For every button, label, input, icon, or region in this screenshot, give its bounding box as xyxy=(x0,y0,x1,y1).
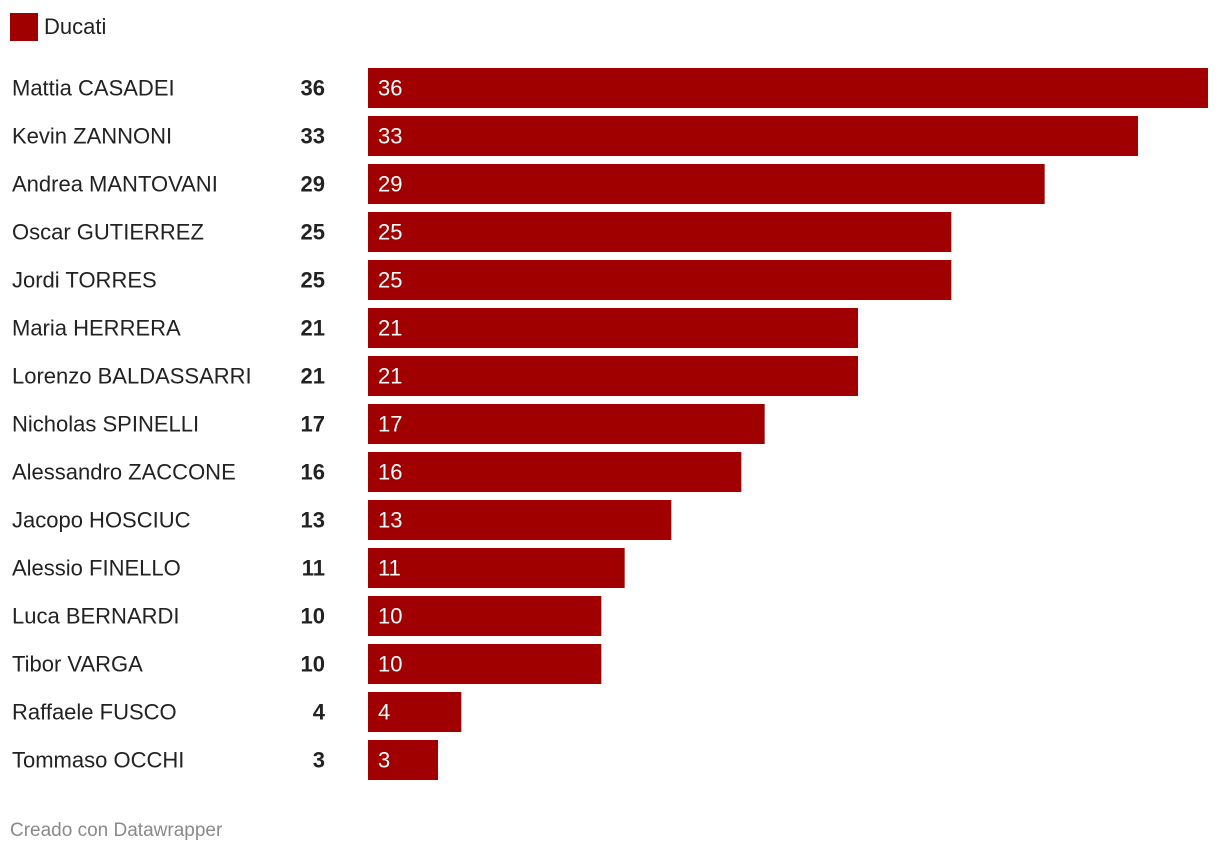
row-total: 25 xyxy=(301,268,325,293)
bar-row: Alessio FINELLO 11 11 xyxy=(12,548,625,588)
bar-value-label: 25 xyxy=(378,220,402,245)
row-label: Maria HERRERA xyxy=(12,316,181,341)
bar-value-label: 4 xyxy=(378,700,390,725)
row-label: Jacopo HOSCIUC xyxy=(12,508,191,533)
row-label: Kevin ZANNONI xyxy=(12,124,172,149)
row-total: 3 xyxy=(313,748,325,773)
bar-row: Maria HERRERA 21 21 xyxy=(12,308,858,348)
row-label: Tibor VARGA xyxy=(12,652,143,677)
bar xyxy=(368,212,952,252)
bar xyxy=(368,644,602,684)
row-label: Oscar GUTIERREZ xyxy=(12,220,204,245)
bar xyxy=(368,404,765,444)
bar xyxy=(368,740,438,780)
bar xyxy=(368,500,672,540)
bar-value-label: 33 xyxy=(378,124,402,149)
row-label: Jordi TORRES xyxy=(12,268,157,293)
row-label: Nicholas SPINELLI xyxy=(12,412,199,437)
row-label: Lorenzo BALDASSARRI xyxy=(12,364,252,389)
bar-row: Tibor VARGA 10 10 xyxy=(12,644,602,684)
bar xyxy=(368,116,1138,156)
bar-value-label: 21 xyxy=(378,364,402,389)
row-total: 13 xyxy=(301,508,325,533)
bar-value-label: 17 xyxy=(378,412,402,437)
row-total: 10 xyxy=(301,604,325,629)
bar-row: Jordi TORRES 25 25 xyxy=(12,260,952,300)
row-total: 21 xyxy=(301,316,325,341)
row-label: Luca BERNARDI xyxy=(12,604,180,629)
bar xyxy=(368,548,625,588)
row-label: Andrea MANTOVANI xyxy=(12,172,218,197)
bar-value-label: 29 xyxy=(378,172,402,197)
legend-swatch-ducati xyxy=(10,13,38,41)
bar-value-label: 13 xyxy=(378,508,402,533)
bar-value-label: 10 xyxy=(378,604,402,629)
bar xyxy=(368,68,1208,108)
bar-value-label: 16 xyxy=(378,460,402,485)
bar-row: Oscar GUTIERREZ 25 25 xyxy=(12,212,952,252)
row-label: Tommaso OCCHI xyxy=(12,748,184,773)
bar xyxy=(368,164,1045,204)
bar-value-label: 36 xyxy=(378,76,402,101)
row-total: 17 xyxy=(301,412,325,437)
legend-label-ducati: Ducati xyxy=(44,14,107,39)
row-total: 16 xyxy=(301,460,325,485)
bar-row: Jacopo HOSCIUC 13 13 xyxy=(12,500,672,540)
bar-row: Kevin ZANNONI 33 33 xyxy=(12,116,1138,156)
bar xyxy=(368,692,462,732)
row-total: 36 xyxy=(301,76,325,101)
bar-value-label: 25 xyxy=(378,268,402,293)
bar xyxy=(368,596,602,636)
bar xyxy=(368,356,858,396)
bar xyxy=(368,308,858,348)
row-total: 33 xyxy=(301,124,325,149)
bar-row: Alessandro ZACCONE 16 16 xyxy=(12,452,742,492)
row-total: 21 xyxy=(301,364,325,389)
bar-row: Lorenzo BALDASSARRI 21 21 xyxy=(12,356,858,396)
bar-row: Nicholas SPINELLI 17 17 xyxy=(12,404,765,444)
row-label: Alessandro ZACCONE xyxy=(12,460,236,485)
bar-row: Mattia CASADEI 36 36 xyxy=(12,68,1208,108)
credit-text: Creado con Datawrapper xyxy=(10,820,223,841)
row-total: 4 xyxy=(313,700,326,725)
bar-value-label: 3 xyxy=(378,748,390,773)
bar-value-label: 10 xyxy=(378,652,402,677)
bar xyxy=(368,260,952,300)
row-label: Raffaele FUSCO xyxy=(12,700,177,725)
row-label: Alessio FINELLO xyxy=(12,556,181,581)
bar xyxy=(368,452,742,492)
row-total: 29 xyxy=(301,172,325,197)
bar-row: Luca BERNARDI 10 10 xyxy=(12,596,602,636)
chart-legend: Ducati xyxy=(10,12,106,42)
row-label: Mattia CASADEI xyxy=(12,76,175,101)
row-total: 25 xyxy=(301,220,325,245)
row-total: 10 xyxy=(301,652,325,677)
bar-row: Raffaele FUSCO 4 4 xyxy=(12,692,462,732)
bar-row: Andrea MANTOVANI 29 29 xyxy=(12,164,1045,204)
bar-value-label: 11 xyxy=(378,556,401,581)
row-total: 11 xyxy=(302,556,325,581)
bar-value-label: 21 xyxy=(378,316,402,341)
bar-row: Tommaso OCCHI 3 3 xyxy=(12,740,438,780)
